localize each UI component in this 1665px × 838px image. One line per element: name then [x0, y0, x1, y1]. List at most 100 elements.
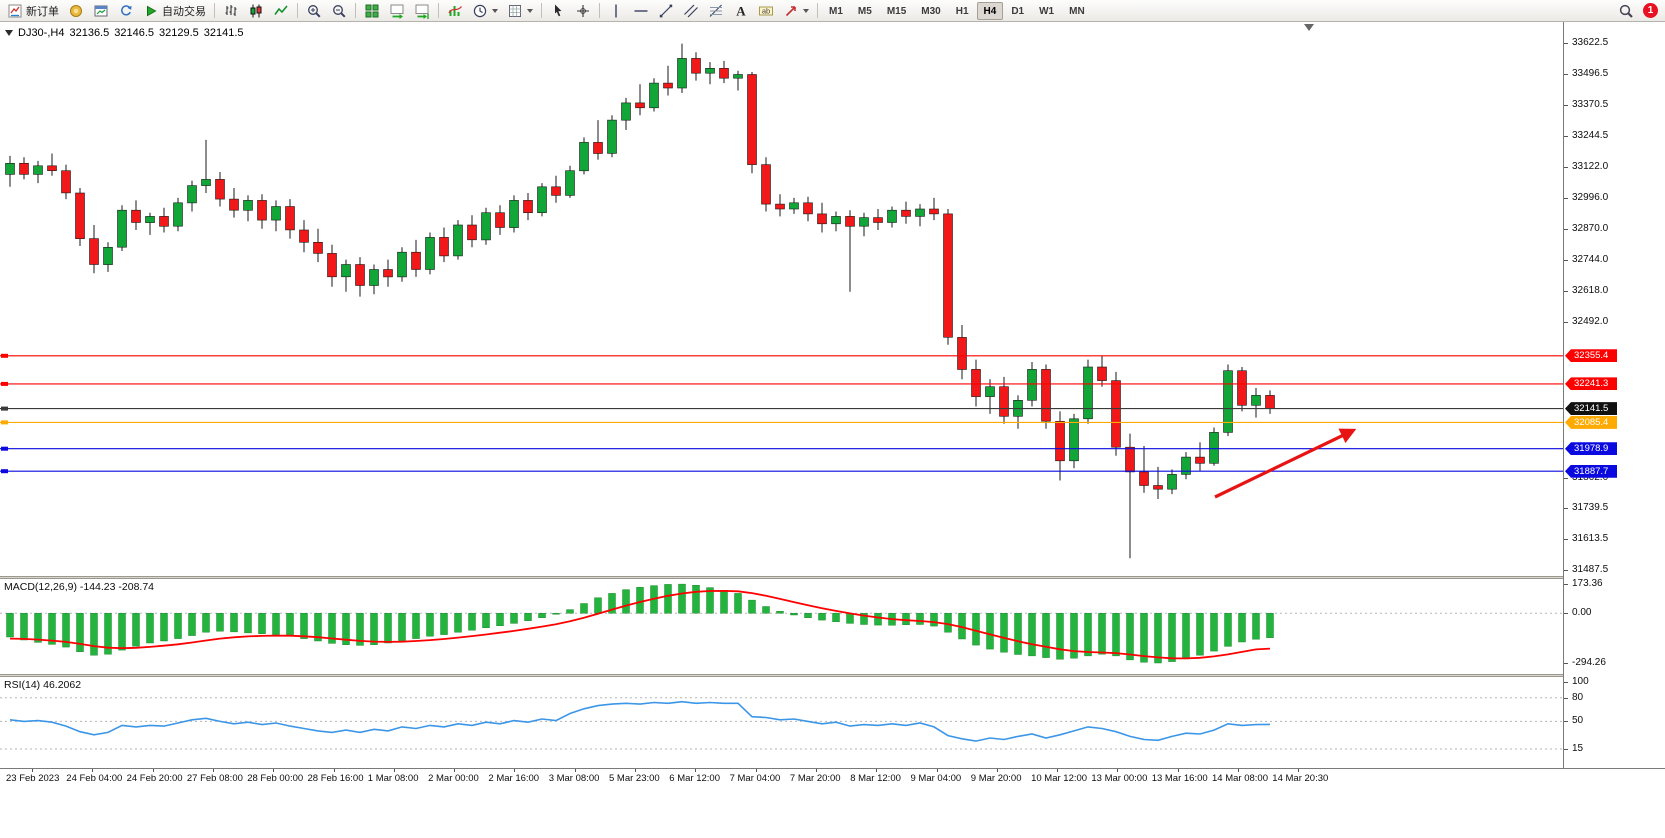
time-tick-mark — [1057, 769, 1059, 772]
auto-scroll-button[interactable] — [385, 1, 409, 21]
toolbar-separator — [541, 3, 542, 18]
notification-badge[interactable]: 1 — [1643, 3, 1658, 18]
timeframe-m1-button[interactable]: M1 — [829, 5, 843, 17]
hline-handle[interactable] — [1, 469, 8, 474]
chart-shift-button[interactable] — [410, 1, 434, 21]
symbol-period-label: DJ30-,H4 — [18, 27, 65, 39]
one-click-trading-icon[interactable] — [5, 30, 13, 36]
timeframe-w1-button[interactable]: W1 — [1039, 5, 1055, 17]
time-tick-mark — [574, 769, 576, 772]
chart-shift-marker[interactable] — [1304, 24, 1314, 31]
metaeditor-icon — [68, 3, 84, 19]
timeframe-m15-button[interactable]: M15 — [886, 5, 907, 17]
rsi-chart[interactable] — [0, 677, 1563, 768]
timeframe-m30-button[interactable]: M30 — [921, 5, 941, 17]
metaeditor-button[interactable] — [64, 1, 88, 21]
autotrading-label: 自动交易 — [162, 5, 206, 18]
equidistant-channel-button[interactable] — [679, 1, 703, 21]
candlestick-icon — [248, 3, 264, 19]
zoom-in-icon — [306, 3, 322, 19]
indicators-button[interactable] — [443, 1, 467, 21]
time-axis[interactable]: 23 Feb 2023 24 Feb 04:00 24 Feb 20:00 27 Fe… — [0, 768, 1665, 786]
rsi-indicator-panel[interactable]: RSI(14) 46.2062 — [0, 677, 1563, 768]
crosshair-icon — [575, 3, 591, 19]
line-chart-button[interactable] — [269, 1, 293, 21]
text-label-button[interactable]: ab — [754, 1, 778, 21]
hline-handle[interactable] — [1, 446, 8, 451]
macd-chart[interactable] — [0, 579, 1563, 674]
time-axis-label: 23 Feb 2023 — [6, 773, 60, 784]
hline-handle[interactable] — [1, 420, 8, 425]
crosshair-button[interactable] — [571, 1, 595, 21]
price-line-label: 32241.3 — [1565, 377, 1617, 391]
panel-splitter[interactable] — [0, 674, 1665, 677]
bar-chart-button[interactable] — [219, 1, 243, 21]
trend-arrow-object[interactable] — [1214, 428, 1357, 499]
vertical-line-button[interactable] — [604, 1, 628, 21]
toolbar-separator — [297, 3, 298, 18]
time-tick-mark — [876, 769, 878, 772]
time-axis-label: 27 Feb 08:00 — [186, 773, 243, 784]
main-chart-panel[interactable]: DJ30-,H4 32136.5 32146.5 32129.5 32141.5 — [0, 22, 1563, 576]
new-chart-button[interactable] — [89, 1, 113, 21]
indicators-icon — [447, 3, 463, 19]
price-tick: 33622.5 — [1564, 37, 1665, 49]
order-icon — [7, 3, 23, 19]
zoom-out-button[interactable] — [327, 1, 351, 21]
time-tick-mark — [996, 769, 998, 772]
tile-windows-button[interactable] — [360, 1, 384, 21]
templates-button[interactable] — [503, 1, 537, 21]
timeframe-mn-button[interactable]: MN — [1069, 5, 1085, 17]
price-axis[interactable]: 33622.5 33496.5 33370.5 33244.5 33122.0 32996… — [1563, 22, 1665, 768]
time-tick-mark — [32, 769, 33, 772]
trendline-button[interactable] — [654, 1, 678, 21]
price-tick: 33122.0 — [1564, 161, 1665, 173]
zoom-in-button[interactable] — [302, 1, 326, 21]
price-tick: 32492.0 — [1564, 316, 1665, 328]
time-axis-label: 24 Feb 20:00 — [126, 773, 183, 784]
arrows-button[interactable] — [779, 1, 813, 21]
macd-title: MACD(12,26,9) — [4, 581, 77, 593]
time-axis-label: 13 Mar 16:00 — [1151, 773, 1208, 784]
price-tick: 173.36 — [1564, 578, 1665, 590]
toolbar-separator — [599, 3, 600, 18]
timeframe-h4-button[interactable]: H4 — [976, 1, 1004, 20]
horizontal-line-button[interactable] — [629, 1, 653, 21]
price-line-label: 32355.4 — [1565, 349, 1617, 363]
candlestick-button[interactable] — [244, 1, 268, 21]
high-value: 32146.5 — [114, 27, 154, 39]
text-button[interactable]: A — [729, 1, 753, 21]
timeframe-h1-button[interactable]: H1 — [955, 5, 969, 17]
macd-histogram — [6, 583, 1274, 664]
price-tick: 33244.5 — [1564, 130, 1665, 142]
panel-splitter[interactable] — [0, 576, 1665, 579]
candlestick-chart[interactable] — [0, 22, 1563, 576]
refresh-button[interactable] — [114, 1, 138, 21]
hline-handle[interactable] — [1, 381, 8, 386]
open-value: 32136.5 — [69, 27, 110, 39]
timeframe-d1-button[interactable]: D1 — [1011, 5, 1025, 17]
hline-handle[interactable] — [1, 406, 8, 411]
macd-indicator-panel[interactable]: MACD(12,26,9) -144.23 -208.74 — [0, 579, 1563, 674]
fibonacci-button[interactable] — [704, 1, 728, 21]
low-value: 32129.5 — [159, 27, 199, 39]
time-tick-mark — [635, 769, 636, 772]
search-icon — [1618, 3, 1634, 19]
timeframe-m5-button[interactable]: M5 — [857, 5, 872, 17]
time-tick-mark — [1238, 769, 1239, 772]
price-tick: 15 — [1564, 743, 1665, 755]
price-tick: 31487.5 — [1564, 564, 1665, 576]
time-axis-label: 6 Mar 12:00 — [669, 773, 720, 784]
new-chart-icon — [93, 3, 109, 19]
search-button[interactable] — [1614, 1, 1638, 21]
new-order-button[interactable]: 新订单 — [3, 1, 63, 21]
autotrading-button[interactable]: 自动交易 — [139, 1, 210, 21]
time-axis-label: 5 Mar 23:00 — [609, 773, 660, 784]
price-tick: 80 — [1564, 692, 1665, 704]
rsi-label: RSI(14) 46.2062 — [4, 679, 81, 691]
periods-button[interactable] — [468, 1, 502, 21]
hline-handle[interactable] — [1, 353, 8, 358]
vertical-line-icon — [608, 3, 624, 19]
cursor-button[interactable] — [546, 1, 570, 21]
time-axis-label: 3 Mar 08:00 — [548, 773, 600, 784]
